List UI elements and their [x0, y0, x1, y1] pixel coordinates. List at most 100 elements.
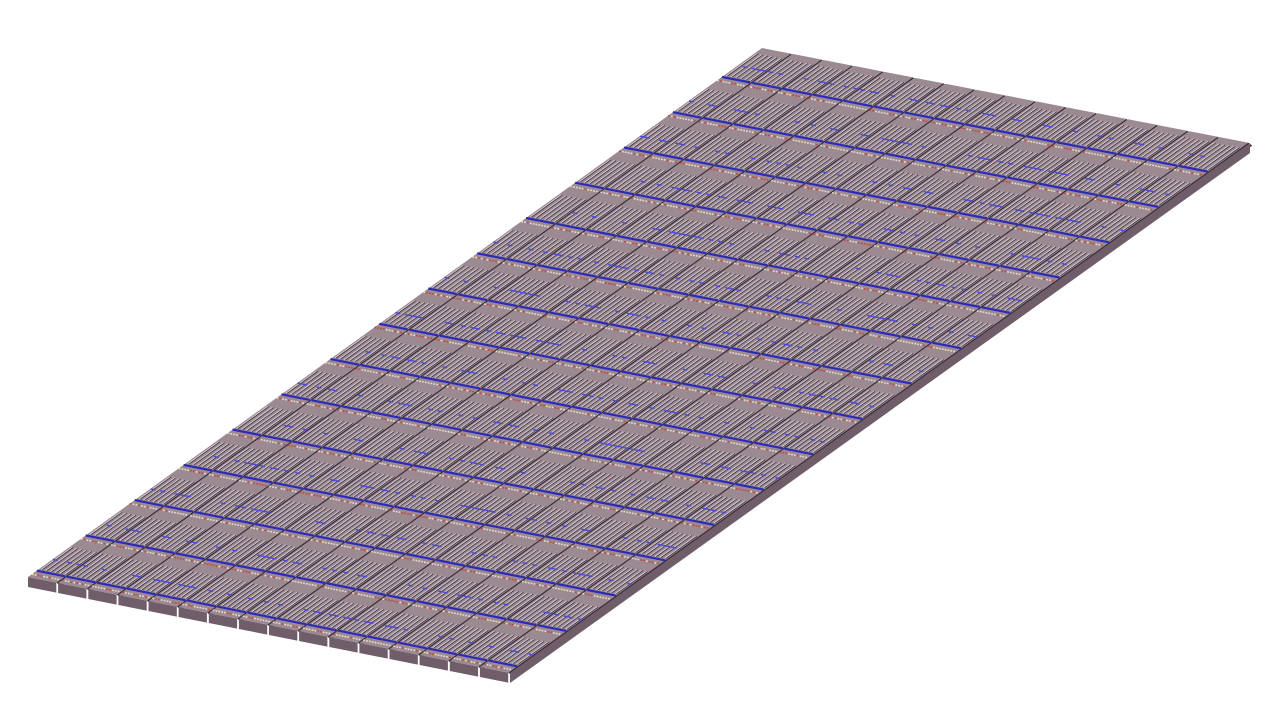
fin-shadow — [510, 325, 542, 349]
fin-feature — [780, 198, 813, 222]
fin-feature — [481, 409, 513, 433]
strip-front-face — [208, 613, 238, 629]
blue-rail — [511, 393, 541, 402]
fin-feature — [831, 208, 864, 232]
fin-feature — [862, 79, 894, 103]
fin-feature — [248, 498, 280, 522]
fin-feature — [646, 397, 679, 421]
fin-feature — [815, 205, 848, 229]
fin-feature — [777, 108, 810, 132]
fin-shadow — [732, 99, 764, 123]
fin-shadow — [769, 286, 802, 310]
fin-feature — [520, 372, 553, 396]
fin-shadow — [496, 367, 528, 391]
fin-feature — [433, 490, 466, 514]
blue-tab — [890, 94, 896, 98]
fin-feature — [327, 423, 359, 448]
fin-feature — [365, 611, 398, 635]
fin-shadow — [539, 511, 572, 534]
strip-top — [88, 59, 852, 595]
blue-tab — [520, 471, 526, 474]
blue-rail — [273, 481, 303, 490]
fin-shadow — [449, 313, 482, 337]
blue-rail — [304, 487, 334, 496]
fin-feature — [817, 250, 850, 274]
fin-shadow — [682, 89, 715, 113]
fin-feature — [203, 534, 236, 558]
fin-shadow — [971, 146, 1003, 169]
blue-rail — [738, 258, 768, 267]
blue-tab — [778, 252, 784, 255]
blue-tab — [871, 315, 877, 318]
fin-feature — [335, 560, 368, 584]
fin-feature — [375, 568, 407, 592]
fin-shadow — [633, 125, 666, 148]
blue-rail — [1038, 182, 1068, 191]
fin-shadow — [487, 275, 519, 299]
blue-tab — [1033, 167, 1039, 170]
fin-shadow — [755, 328, 788, 352]
fin-feature — [173, 528, 206, 552]
fin-feature — [640, 215, 672, 240]
fin-shadow — [431, 579, 464, 603]
fin-feature — [651, 128, 684, 152]
fin-feature — [993, 195, 1025, 219]
fin-feature — [848, 256, 880, 280]
blue-tab — [743, 110, 749, 114]
fin-feature — [592, 476, 625, 500]
fin-feature — [497, 277, 530, 301]
fin-shadow — [727, 98, 759, 122]
fin-feature — [754, 328, 787, 352]
fin-feature — [770, 376, 803, 400]
blue-tab — [261, 555, 268, 558]
fin-feature — [1047, 160, 1079, 184]
fin-shadow — [327, 604, 359, 627]
blue-tab — [628, 402, 634, 406]
blue-tab — [968, 199, 974, 202]
fin-shadow — [476, 543, 508, 567]
fin-feature — [728, 278, 761, 302]
fin-shadow — [279, 459, 311, 483]
fin-feature — [490, 366, 523, 390]
fin-shadow — [246, 588, 278, 611]
fin-shadow — [136, 566, 169, 590]
fin-shadow — [659, 130, 691, 153]
fin-shadow — [725, 277, 757, 301]
strip-top — [389, 119, 1157, 655]
fin-feature — [294, 507, 326, 531]
fin-shadow — [631, 214, 664, 238]
fin-feature — [894, 131, 927, 155]
fin-shadow — [954, 98, 987, 121]
fin-shadow — [933, 228, 966, 252]
fin-shadow — [393, 482, 425, 505]
fin-feature — [417, 486, 450, 511]
fin-feature — [361, 565, 393, 589]
fin-shadow — [282, 415, 314, 438]
fin-shadow — [580, 339, 612, 362]
fin-feature — [514, 325, 546, 350]
fin-shadow — [774, 242, 806, 266]
blue-tab — [635, 449, 641, 452]
fin-shadow — [325, 558, 357, 582]
fin-feature — [883, 128, 916, 153]
blue-tab — [750, 157, 756, 160]
blue-rail — [782, 87, 812, 96]
blue-tab — [775, 296, 782, 300]
fin-shadow — [697, 227, 729, 251]
fin-feature — [437, 265, 469, 289]
fin-shadow — [638, 395, 670, 419]
fin-feature — [411, 440, 443, 464]
fin-feature — [268, 502, 301, 526]
fin-feature — [592, 431, 625, 455]
fin-shadow — [554, 289, 587, 312]
fin-shadow — [484, 320, 517, 344]
fin-shadow — [391, 391, 423, 415]
fin-shadow — [703, 408, 736, 432]
fin-shadow — [787, 65, 820, 89]
blue-tab — [782, 343, 788, 346]
fin-shadow — [648, 127, 680, 151]
blue-rail — [285, 529, 315, 537]
blue-tab — [874, 91, 880, 94]
fin-shadow — [1025, 111, 1057, 135]
